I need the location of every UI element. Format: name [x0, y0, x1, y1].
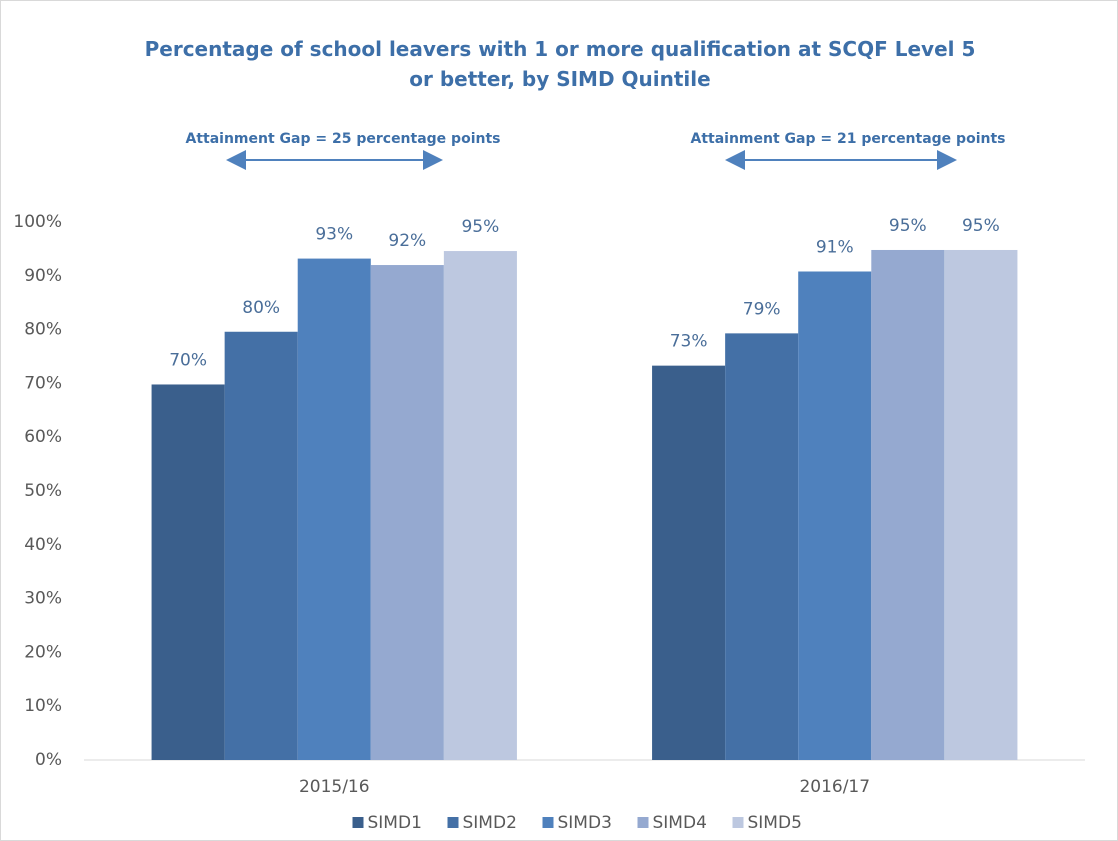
x-tick-label: 2016/17: [799, 777, 870, 797]
legend-label: SIMD1: [368, 813, 422, 833]
y-tick-label: 0%: [35, 750, 62, 770]
annotation: Attainment Gap = 25 percentage points: [186, 131, 501, 147]
legend-swatch: [447, 817, 459, 828]
y-tick-label: 90%: [24, 266, 62, 286]
data-label: 73%: [670, 332, 708, 352]
x-tick-label: 2015/16: [299, 777, 370, 797]
bar: [297, 258, 371, 760]
bar: [151, 384, 225, 760]
data-label: 70%: [169, 350, 207, 370]
data-label: 95%: [461, 217, 499, 237]
y-tick-label: 60%: [24, 427, 62, 447]
y-tick-label: 70%: [24, 373, 62, 393]
legend-label: SIMD4: [653, 813, 707, 833]
bar: [224, 331, 298, 760]
legend-label: SIMD3: [558, 813, 612, 833]
data-label: 93%: [315, 225, 353, 245]
data-label: 95%: [962, 216, 1000, 236]
bar: [944, 249, 1018, 760]
data-label: 79%: [743, 299, 781, 319]
legend-label: SIMD2: [463, 813, 517, 833]
bar: [652, 365, 726, 760]
y-tick-label: 80%: [24, 320, 62, 340]
y-tick-label: 40%: [24, 535, 62, 555]
legend-swatch: [542, 817, 554, 828]
legend-label: SIMD5: [748, 813, 802, 833]
chart-title: Percentage of school leavers with 1 or m…: [144, 37, 976, 91]
data-label: 95%: [889, 216, 927, 236]
y-tick-label: 20%: [24, 642, 62, 662]
bar: [443, 251, 517, 760]
bar: [725, 333, 799, 760]
bar: [798, 271, 872, 760]
data-label: 92%: [388, 231, 426, 251]
legend-swatch: [732, 817, 744, 828]
y-tick-label: 10%: [24, 696, 62, 716]
y-tick-label: 30%: [24, 589, 62, 609]
annotation: Attainment Gap = 21 percentage points: [691, 131, 1006, 147]
legend-swatch: [352, 817, 364, 828]
data-label: 91%: [816, 237, 854, 257]
y-tick-label: 50%: [24, 481, 62, 501]
data-label: 80%: [242, 298, 280, 318]
bar: [370, 265, 444, 760]
y-tick-label: 100%: [13, 212, 62, 232]
legend-swatch: [637, 817, 649, 828]
bar: [871, 249, 945, 760]
